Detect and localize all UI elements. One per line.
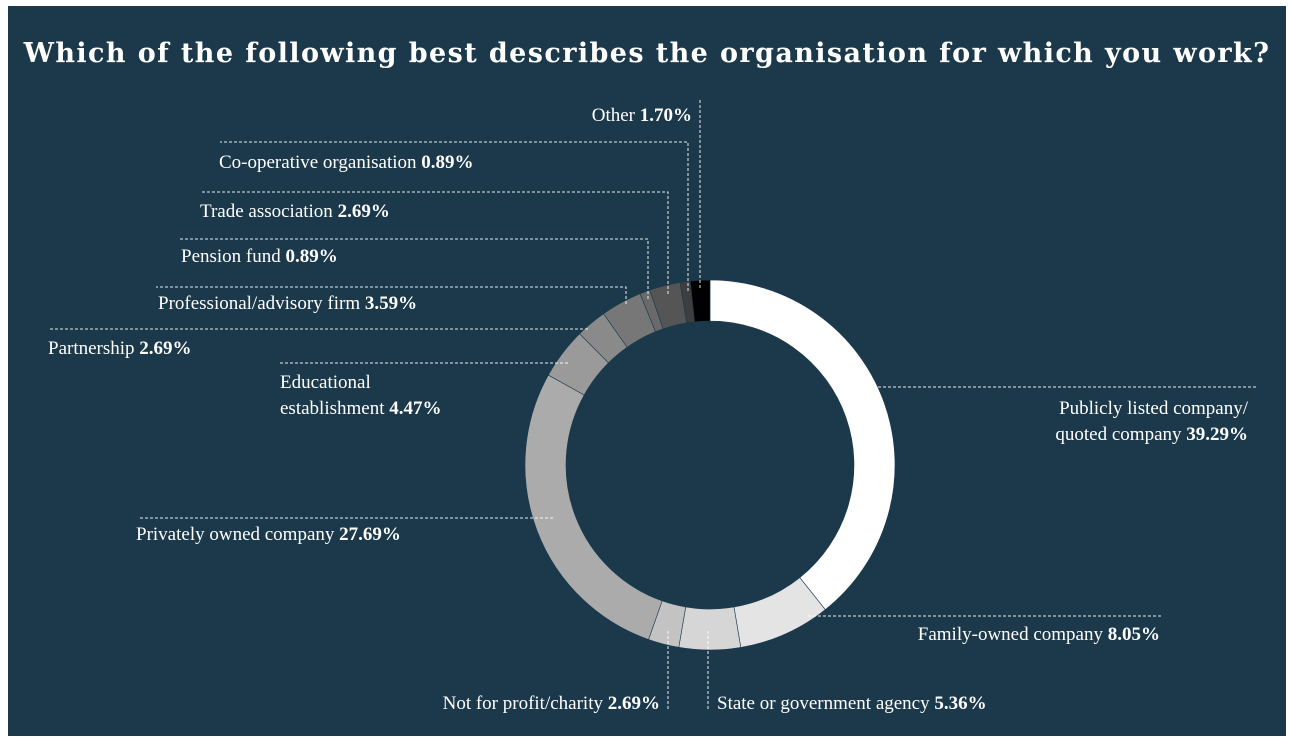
label-other: Other 1.70% bbox=[592, 105, 692, 126]
label-state-or-government-agency: State or government agency 5.36% bbox=[717, 693, 987, 714]
value-label: 0.89% bbox=[286, 246, 338, 267]
value-label: 2.69% bbox=[338, 201, 390, 222]
leader-line bbox=[156, 286, 627, 304]
label-professional-advisory-firm: Professional/advisory firm 3.59% bbox=[158, 293, 417, 314]
value-label: 4.47% bbox=[389, 398, 441, 419]
value-label: 0.89% bbox=[421, 152, 473, 173]
label-pension-fund: Pension fund 0.89% bbox=[181, 246, 338, 267]
chart-panel: Which of the following best describes th… bbox=[8, 6, 1286, 736]
value-label: 39.29% bbox=[1186, 424, 1248, 445]
slice-privately-owned-company bbox=[524, 374, 663, 640]
slice-publicly-listed-company-quoted-company bbox=[709, 279, 896, 611]
value-label: 2.69% bbox=[608, 693, 660, 714]
chart-title: Which of the following best describes th… bbox=[23, 38, 1271, 69]
label-co-operative-organisation: Co-operative organisation 0.89% bbox=[219, 152, 474, 173]
slice-state-or-government-agency bbox=[678, 606, 742, 651]
label-educational-establishment: Educational establishment 4.47% bbox=[280, 372, 441, 419]
label-not-for-profit-charity: Not for profit/charity 2.69% bbox=[443, 693, 660, 714]
value-label: 1.70% bbox=[640, 105, 692, 126]
value-label: 3.59% bbox=[365, 293, 417, 314]
label-publicly-listed-company-quoted-company: Publicly listed company/quoted company 3… bbox=[1055, 398, 1248, 445]
label-trade-association: Trade association 2.69% bbox=[200, 201, 390, 222]
label-privately-owned-company: Privately owned company 27.69% bbox=[136, 524, 401, 545]
leader-line bbox=[220, 141, 689, 291]
value-label: 27.69% bbox=[339, 524, 401, 545]
label-family-owned-company: Family-owned company 8.05% bbox=[918, 624, 1160, 645]
value-label: 5.36% bbox=[934, 693, 986, 714]
leader-line bbox=[180, 238, 649, 299]
donut-chart: Publicly listed company/quoted company 3… bbox=[48, 100, 1258, 714]
slice-other bbox=[689, 279, 711, 323]
label-partnership: Partnership 2.69% bbox=[48, 338, 192, 359]
leader-line bbox=[201, 191, 669, 294]
value-label: 2.69% bbox=[139, 338, 191, 359]
value-label: 8.05% bbox=[1108, 624, 1160, 645]
